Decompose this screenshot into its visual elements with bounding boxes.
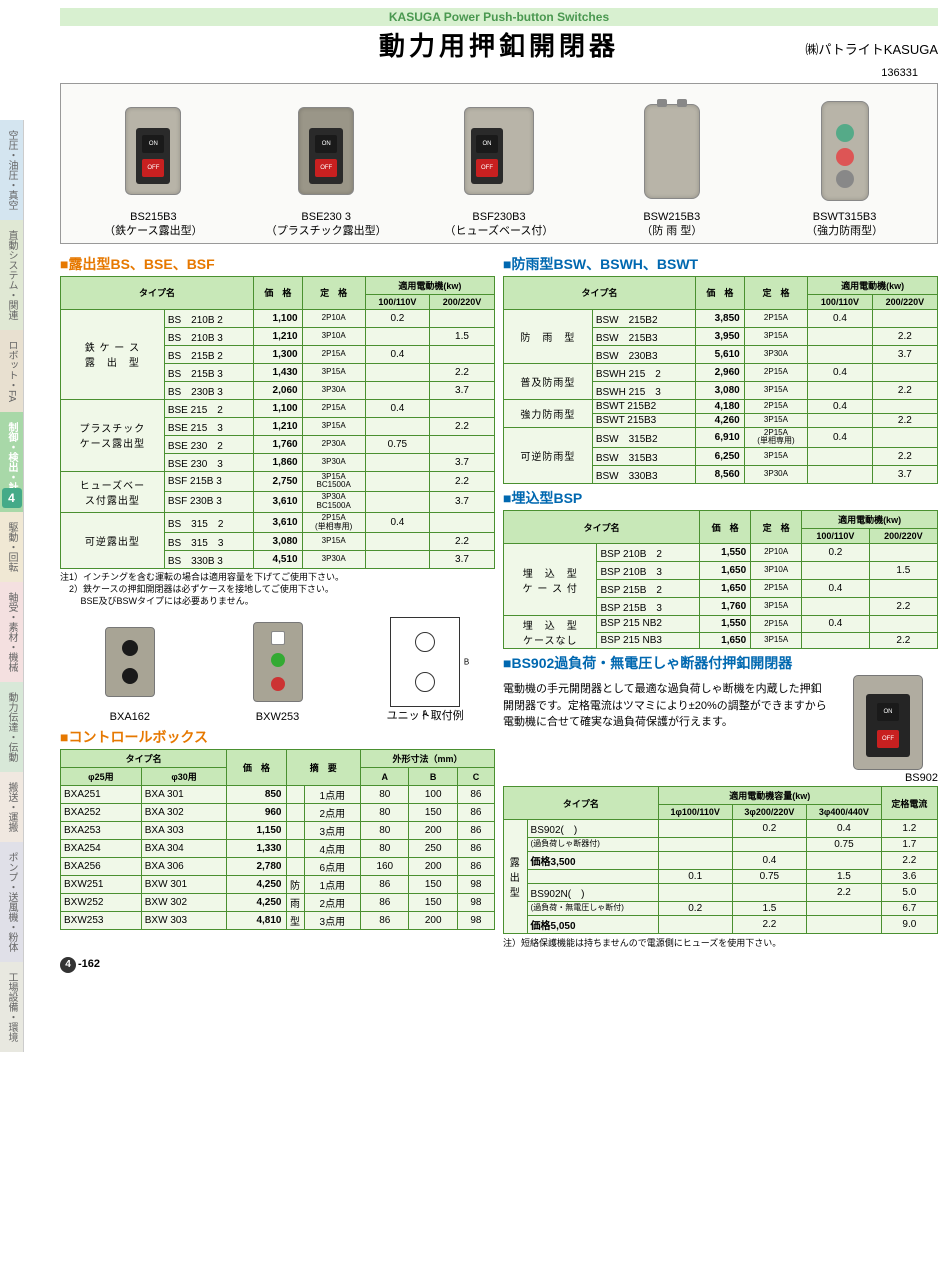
- catalog-number: 136331: [60, 67, 918, 79]
- section-title: ■埋込型BSP: [503, 490, 582, 506]
- on-button-icon: ON: [142, 135, 164, 153]
- category-sidebar: 空圧・油圧・真空 直動システム・関連 ロボット・FA 制御・検出・計測4 駆動・…: [0, 0, 48, 1052]
- bs902-product-image: ONOFF: [838, 675, 938, 770]
- side-tab: 直動システム・関連: [0, 220, 24, 330]
- table-note: 注1）インチングを含む運転の場合は適用容量を下げてご使用下さい。 2）鉄ケースの…: [60, 572, 495, 607]
- bs902-model: BS902: [503, 772, 938, 784]
- section-title: ■BS902過負荷・無電圧しゃ断器付押釦開閉器: [503, 655, 792, 671]
- brand-name: ㈱パトライトKASUGA: [805, 39, 938, 58]
- product-item: BSW215B3（防 雨 型）: [585, 96, 758, 239]
- control-box-gallery: BXA162 BXW253 ABユニット取付例: [60, 617, 495, 723]
- side-tab: 工場設備・環境: [0, 962, 24, 1052]
- section-title: ■露出型BS、BSE、BSF: [60, 256, 215, 272]
- product-item: ONOFFBSE230 3（プラスチック露出型）: [240, 96, 413, 239]
- bs902-description: 電動機の手元開閉器として最適な過負荷しゃ断機を内蔵した押釦開閉器です。定格電流は…: [503, 681, 830, 731]
- bs902-footnote: 注）短絡保護機能は持ちませんので電源側にヒューズを使用下さい。: [503, 936, 938, 949]
- section-title: ■コントロールボックス: [60, 729, 208, 745]
- side-tab: 動力伝達・伝動: [0, 682, 24, 772]
- off-button-icon: OFF: [142, 159, 164, 177]
- side-tab: 空圧・油圧・真空: [0, 120, 24, 220]
- section-title: ■防雨型BSW、BSWH、BSWT: [503, 256, 698, 272]
- side-tab: ロボット・FA: [0, 330, 24, 412]
- table-control-box: タイプ名価 格摘 要外形寸法（mm） φ25用φ30用ABC BXA251BXA…: [60, 749, 495, 930]
- table-exposed-type: タイプ名価 格定 格適用電動機(kw) 100/110V200/220V 鉄 ケ…: [60, 276, 495, 570]
- page-header: KASUGA Power Push-button Switches 動力用押釦開…: [60, 8, 938, 63]
- side-tab: ポンプ・送風機・粉体: [0, 842, 24, 962]
- page-footer: 4-162: [60, 957, 938, 973]
- product-item: ONOFFBSF230B3（ヒューズベース付）: [413, 96, 586, 239]
- table-embedded: タイプ名価 格定 格適用電動機(kw) 100/110V200/220V 埋 込…: [503, 510, 938, 649]
- table-bs902: タイプ名適用電動機容量(kw)定格電流 1φ100/110V3φ200/220V…: [503, 786, 938, 934]
- product-item: ONOFFBS215B3（鉄ケース露出型）: [67, 96, 240, 239]
- mounting-diagram: AB: [390, 617, 460, 707]
- table-rainproof: タイプ名価 格定 格適用電動機(kw) 100/110V200/220V 防 雨…: [503, 276, 938, 485]
- product-item: BSWT315B3（強力防雨型）: [758, 96, 931, 239]
- side-tab: 軸受・素材・機械: [0, 582, 24, 682]
- side-tab-active: 制御・検出・計測4: [0, 412, 24, 512]
- side-tab: 搬送・運搬: [0, 772, 24, 842]
- side-tab: 駆動・回転: [0, 512, 24, 582]
- header-subtitle: KASUGA Power Push-button Switches: [389, 10, 609, 24]
- product-gallery: ONOFFBS215B3（鉄ケース露出型） ONOFFBSE230 3（プラスチ…: [60, 83, 938, 244]
